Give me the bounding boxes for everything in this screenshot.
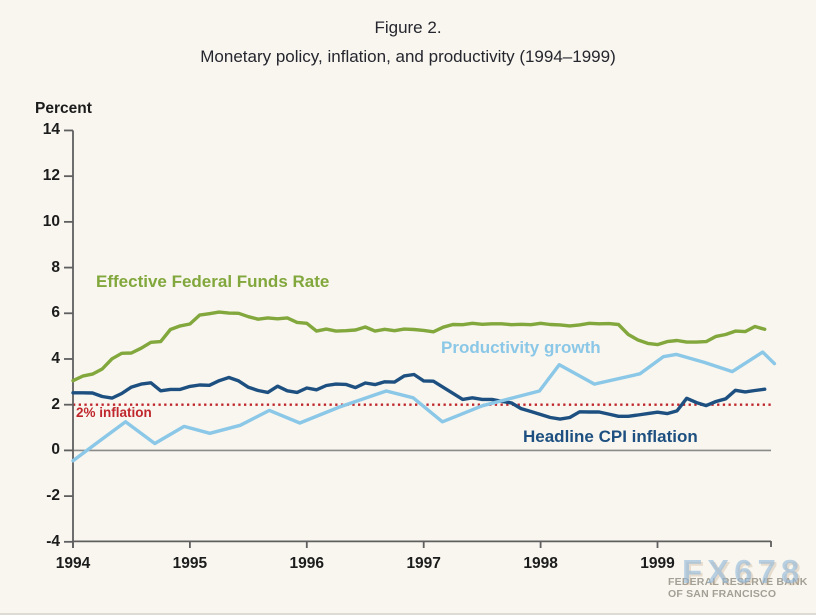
- y-tick-label: 2: [51, 395, 60, 413]
- y-tick-label: 4: [51, 349, 60, 367]
- watermark-bank-line2: OF SAN FRANCISCO: [668, 587, 777, 600]
- y-tick-label: -2: [46, 487, 60, 505]
- y-tick-label: 12: [42, 167, 60, 185]
- y-tick-label: -4: [46, 532, 60, 550]
- series-label-federal-funds-rate: Effective Federal Funds Rate: [96, 272, 330, 291]
- watermark-bank-line1: FEDERAL RESERVE BANK: [668, 576, 808, 588]
- watermark: FEDERAL RESERVE BANK OF SAN FRANCISCO FX…: [660, 553, 810, 605]
- figure-number: Figure 2.: [374, 18, 442, 37]
- x-tick-label: 1996: [289, 555, 325, 572]
- y-tick-label: 6: [51, 304, 60, 322]
- watermark-fx678: FX678: [682, 553, 805, 590]
- y-tick-label: 8: [51, 258, 60, 276]
- figure-subtitle: Monetary policy, inflation, and producti…: [200, 47, 616, 66]
- series-label-cpi-inflation: Headline CPI inflation: [523, 427, 698, 446]
- x-tick-label: 1998: [523, 555, 558, 572]
- figure-title: Figure 2. Monetary policy, inflation, an…: [0, 14, 816, 71]
- y-tick-label: 0: [51, 441, 60, 459]
- y-tick-label: 14: [42, 121, 60, 139]
- x-tick-label: 1995: [172, 555, 208, 572]
- y-axis-unit-label: Percent: [35, 100, 92, 117]
- series-label-productivity-growth: Productivity growth: [441, 338, 601, 357]
- watermark-bank-text: FEDERAL RESERVE BANK OF SAN FRANCISCO: [668, 576, 808, 600]
- x-tick-label: 1997: [406, 555, 441, 572]
- x-tick-label: 1994: [55, 555, 91, 572]
- reference-line-label: 2% inflation: [76, 405, 152, 420]
- x-tick-label: 1999: [640, 555, 675, 572]
- y-tick-label: 10: [42, 212, 60, 230]
